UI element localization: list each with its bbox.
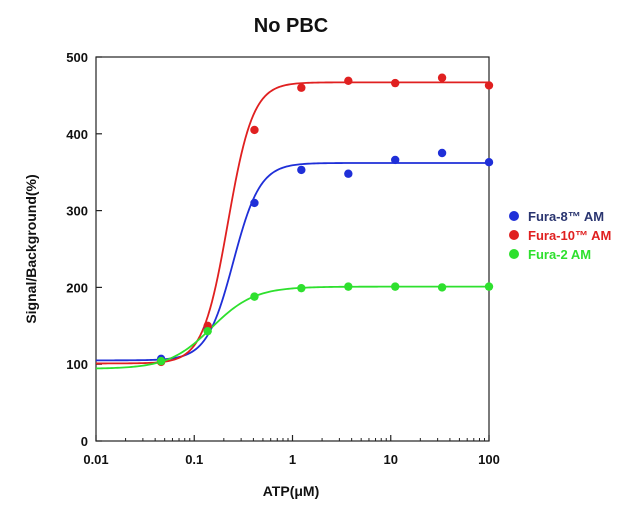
data-point [437,283,447,292]
data-point [484,81,494,90]
data-point [484,282,494,291]
data-point [297,165,306,175]
axes-layer: 0 100 200 300 400 500 0.01 0.1 1 10 100 [66,50,500,467]
data-point [484,158,494,167]
x-tick-label: 0.1 [185,452,203,467]
data-point [344,282,353,291]
fit-curves-layer [95,81,489,370]
plot-frame [95,56,490,442]
chart-title: No PBC [254,15,328,37]
fit-curve [95,285,489,370]
data-points-layer [156,73,494,367]
data-point [156,356,166,366]
y-tick-label: 0 [81,434,88,449]
x-axis-label: ATP(μM) [263,483,320,499]
y-tick-label: 100 [66,357,88,372]
data-point [250,125,259,135]
data-point [344,169,353,178]
data-point [203,326,212,336]
y-tick-label: 500 [66,50,88,65]
legend: Fura-8™ AM Fura-10™ AM Fura-2 AM [509,209,611,262]
y-tick-label: 200 [66,280,88,295]
legend-marker [509,230,519,240]
data-point [437,148,447,158]
data-point [391,282,400,291]
data-point [391,78,400,88]
legend-label: Fura-8™ AM [528,209,604,224]
data-point [297,283,306,293]
data-point [391,155,400,165]
data-point [297,83,306,92]
y-tick-label: 400 [66,127,88,142]
y-tick-label: 300 [66,204,88,219]
data-point [437,73,447,82]
legend-marker [509,211,519,221]
data-point [344,76,353,86]
x-tick-label: 10 [384,452,398,467]
x-tick-label: 100 [478,452,500,467]
fit-curve [96,81,489,365]
legend-marker [509,249,519,259]
x-tick-label: 1 [289,452,296,467]
y-axis-label: Signal/Background(%) [23,174,39,323]
data-point [250,198,259,208]
fit-curve [96,162,489,362]
x-tick-label: 0.01 [83,452,108,467]
legend-label: Fura-2 AM [528,247,591,262]
data-point [250,292,259,301]
legend-label: Fura-10™ AM [528,228,611,243]
